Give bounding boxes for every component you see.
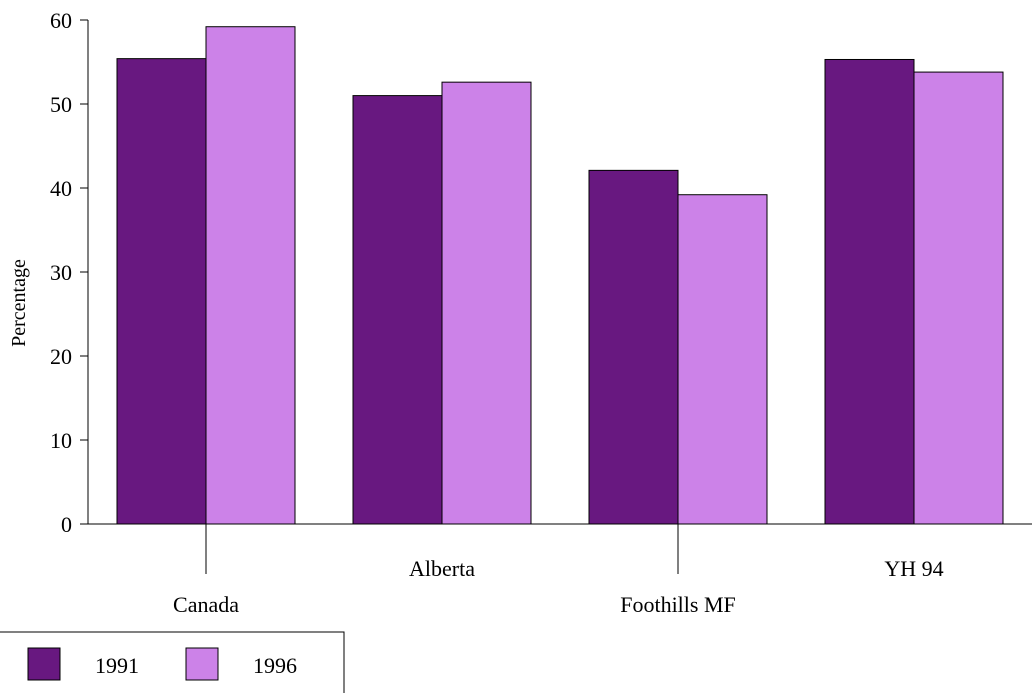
category-labels: Canada Alberta Foothills MF YH 94 xyxy=(173,524,944,617)
bar-1996-foothills-mf xyxy=(677,194,768,525)
legend-frame xyxy=(0,631,345,693)
y-tick-label: 20 xyxy=(50,344,72,369)
category-label: Canada xyxy=(173,592,239,617)
y-tick-label: 40 xyxy=(50,176,72,201)
y-tick-label: 30 xyxy=(50,260,72,285)
bars xyxy=(116,26,1004,525)
legend-swatch-1991 xyxy=(27,647,61,681)
bar-1996-yh-94 xyxy=(913,71,1004,525)
y-tick-label: 50 xyxy=(50,92,72,117)
bar-1991-foothills-mf xyxy=(588,169,679,525)
legend-label-1991: 1991 xyxy=(95,653,139,678)
category-label: Foothills MF xyxy=(620,592,736,617)
category-label: Alberta xyxy=(409,556,475,581)
y-ticks: 0 10 20 30 40 50 60 xyxy=(50,8,88,537)
category-label: YH 94 xyxy=(884,556,943,581)
y-tick-label: 0 xyxy=(61,512,72,537)
legend-swatch-1996 xyxy=(185,647,219,681)
bar-1991-alberta xyxy=(352,95,443,525)
bar-1996-alberta xyxy=(441,81,532,525)
bar-1991-canada xyxy=(116,58,207,525)
bar-1991-yh-94 xyxy=(824,58,915,525)
legend-label-1996: 1996 xyxy=(253,653,297,678)
bar-1996-canada xyxy=(205,26,296,525)
legend: 1991 1996 xyxy=(0,631,345,693)
y-tick-label: 10 xyxy=(50,428,72,453)
y-tick-label: 60 xyxy=(50,8,72,33)
y-axis-label: Percentage xyxy=(8,259,30,347)
